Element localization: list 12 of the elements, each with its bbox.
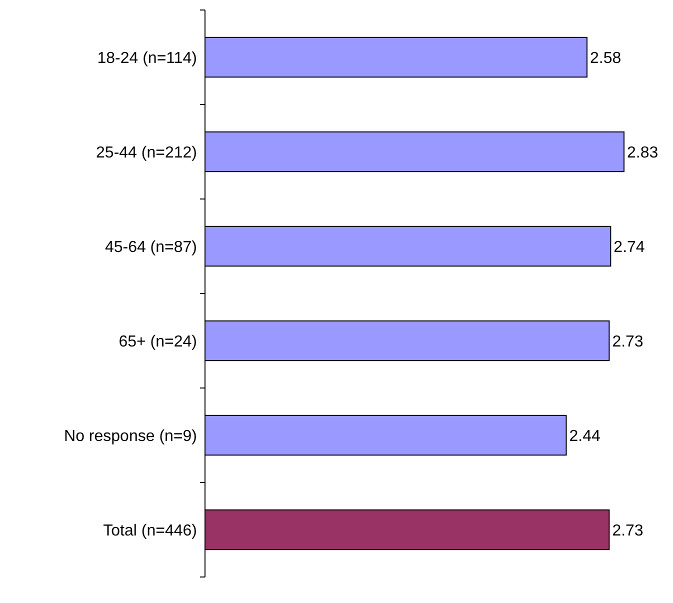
- data-label: 2.73: [612, 522, 644, 540]
- data-label: 2.73: [612, 333, 644, 350]
- y-tick-label: 25-44 (n=212): [96, 144, 197, 162]
- data-label: 2.83: [627, 144, 658, 162]
- y-tick-label: 65+ (n=24): [118, 333, 197, 350]
- data-label: 2.58: [590, 50, 622, 67]
- data-label: 2.44: [569, 428, 600, 445]
- y-tick-label: 18-24 (n=114): [97, 50, 197, 67]
- y-tick-label: Total (n=446): [103, 522, 197, 540]
- data-label: 2.74: [614, 238, 645, 256]
- y-tick-label: No response (n=9): [64, 428, 197, 445]
- y-tick-label: 45-64 (n=87): [104, 238, 197, 256]
